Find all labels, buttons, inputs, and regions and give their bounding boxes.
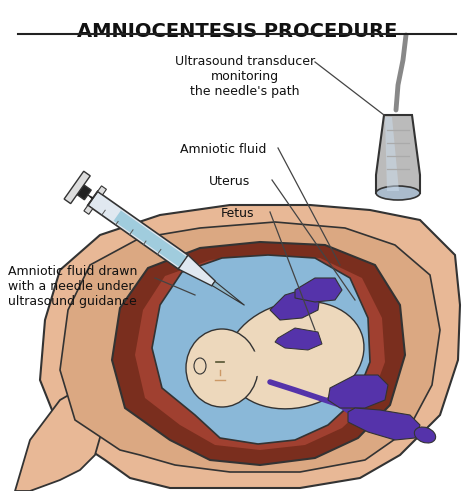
Polygon shape (178, 255, 215, 286)
Text: Amniotic fluid: Amniotic fluid (180, 143, 266, 156)
Polygon shape (84, 205, 93, 215)
Ellipse shape (194, 358, 206, 374)
Polygon shape (88, 191, 188, 269)
Polygon shape (385, 117, 399, 191)
Polygon shape (270, 288, 320, 320)
Polygon shape (152, 255, 370, 444)
Ellipse shape (226, 301, 364, 409)
Polygon shape (74, 183, 91, 200)
Ellipse shape (186, 329, 258, 407)
Text: Fetus: Fetus (221, 207, 255, 220)
Polygon shape (40, 205, 460, 488)
Polygon shape (295, 278, 342, 302)
Polygon shape (64, 171, 90, 204)
Polygon shape (98, 186, 107, 195)
Polygon shape (348, 408, 420, 440)
Polygon shape (275, 328, 322, 350)
Polygon shape (114, 211, 187, 267)
Polygon shape (328, 375, 388, 408)
Text: AMNIOCENTESIS PROCEDURE: AMNIOCENTESIS PROCEDURE (77, 22, 397, 41)
Text: Ultrasound transducer
monitoring
the needle's path: Ultrasound transducer monitoring the nee… (175, 55, 315, 98)
Polygon shape (112, 242, 405, 465)
Polygon shape (77, 187, 93, 199)
Ellipse shape (376, 186, 420, 200)
Ellipse shape (414, 427, 436, 443)
Polygon shape (212, 281, 245, 305)
Polygon shape (376, 115, 420, 193)
Text: Amniotic fluid drawn
with a needle under
ultrasound guidance: Amniotic fluid drawn with a needle under… (8, 265, 137, 308)
Polygon shape (60, 222, 440, 472)
Ellipse shape (238, 352, 268, 377)
Text: Uterus: Uterus (210, 175, 251, 188)
Polygon shape (15, 380, 105, 491)
Polygon shape (135, 255, 385, 450)
